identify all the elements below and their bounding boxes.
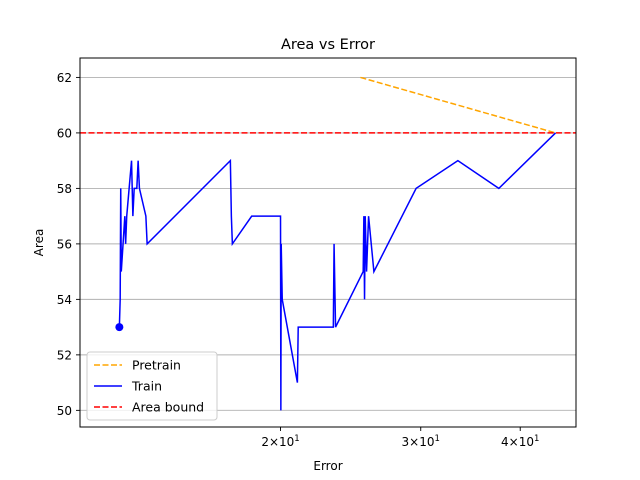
y-tick-label: 62	[57, 71, 72, 85]
y-tick-label: 54	[57, 293, 72, 307]
legend-box	[86, 351, 218, 421]
series-layer	[80, 76, 576, 411]
tick-layer: 50 52 54 56 58 60 62 2×101 3×101 4×101	[57, 71, 540, 449]
chart-title: Area vs Error	[281, 37, 375, 53]
legend: Pretrain Train Area bound	[86, 351, 218, 421]
y-tick-label: 60	[57, 126, 72, 140]
legend-label-pretrain: Pretrain	[132, 358, 181, 373]
x-tick-label: 4×101	[501, 434, 539, 449]
legend-label-train: Train	[131, 379, 162, 394]
plot-frame	[79, 57, 577, 428]
series-train-line	[118, 132, 557, 411]
y-tick-label: 58	[57, 182, 72, 196]
y-axis-label: Area	[32, 229, 46, 257]
x-axis-label: Error	[313, 459, 342, 473]
y-tick-label: 56	[57, 237, 72, 251]
x-tick-label: 2×101	[261, 434, 299, 449]
legend-label-area-bound: Area bound	[132, 400, 204, 415]
y-tick-label: 52	[57, 348, 72, 362]
x-tick-label: 3×101	[402, 434, 440, 449]
series-train-start-marker	[115, 323, 124, 332]
y-tick-label: 50	[57, 404, 72, 418]
